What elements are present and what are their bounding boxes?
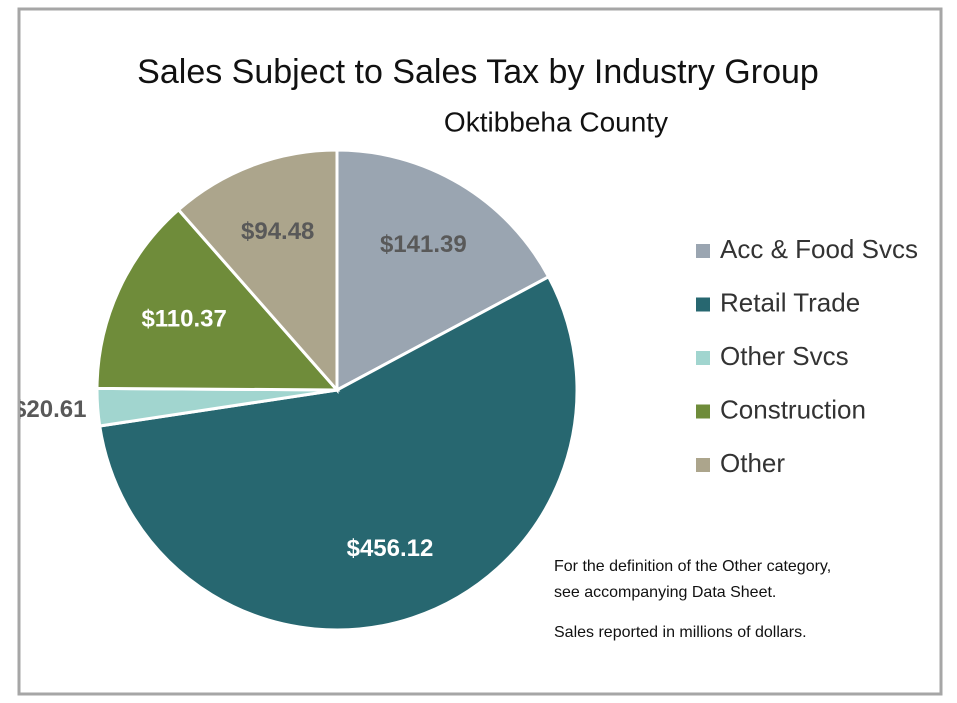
pie-slice	[98, 274, 579, 632]
legend-swatch	[696, 458, 710, 472]
legend-label: Construction	[720, 394, 866, 424]
pie-slice	[95, 207, 341, 392]
pie-slice	[176, 148, 339, 394]
legend-swatch	[696, 404, 710, 419]
footnote: Sales reported in millions of dollars.	[554, 624, 807, 641]
legend-label: Retail Trade	[720, 287, 860, 317]
legend-label: Other	[720, 448, 785, 478]
legend-swatch	[696, 351, 710, 365]
footnote: For the definition of the Other category…	[554, 558, 831, 575]
data-label: $456.12	[347, 535, 434, 562]
footnote: see accompanying Data Sheet.	[554, 584, 776, 601]
plot-area: Sales Subject to Sales Tax by Industry G…	[13, 53, 918, 641]
data-label: $110.37	[141, 306, 226, 333]
chart-subtitle: Oktibbeha County	[444, 106, 668, 137]
chart-title: Sales Subject to Sales Tax by Industry G…	[137, 53, 819, 91]
legend-label: Other Svcs	[720, 341, 849, 371]
data-label: $20.61	[13, 396, 86, 423]
legend-label: Acc & Food Svcs	[720, 234, 918, 264]
legend-swatch	[696, 244, 710, 258]
data-label: $141.39	[380, 231, 467, 258]
data-label: $94.48	[241, 218, 314, 245]
pie-slice	[335, 148, 551, 393]
legend-swatch	[696, 297, 710, 312]
